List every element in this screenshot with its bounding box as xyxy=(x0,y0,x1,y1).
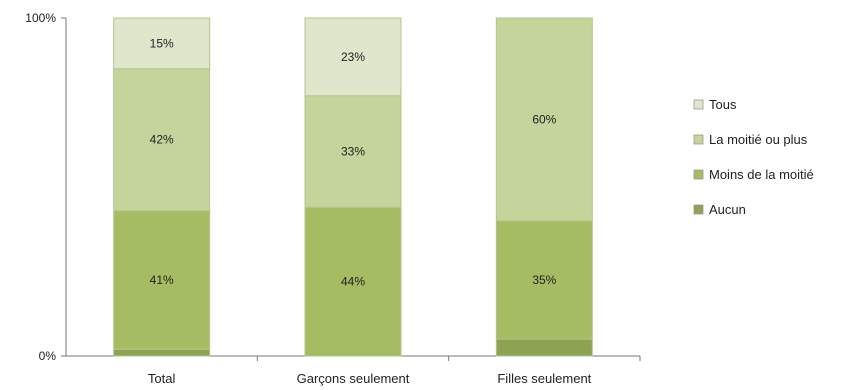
data-label: 60% xyxy=(532,112,556,126)
legend-label: La moitié ou plus xyxy=(709,132,808,147)
y-tick-label: 0% xyxy=(39,349,57,363)
legend-label: Aucun xyxy=(709,202,746,217)
bar-segment xyxy=(495,17,593,222)
legend-label: Tous xyxy=(709,97,737,112)
legend-swatch xyxy=(693,204,704,215)
data-labels: 41% 42% 15% 44% 33% 23% 35% 60% xyxy=(150,36,557,288)
bar-segment xyxy=(304,17,402,97)
legend-swatch xyxy=(693,169,704,180)
data-label: 33% xyxy=(341,145,365,159)
bar-segment xyxy=(495,220,593,340)
legend: Tous La moitié ou plus Moins de la moitié A… xyxy=(693,97,814,217)
bar-segment xyxy=(113,17,211,70)
data-label: 41% xyxy=(150,273,174,287)
legend-swatch xyxy=(693,134,704,145)
bar-segment xyxy=(113,348,211,357)
bar-segment xyxy=(113,68,211,212)
category-label: Total xyxy=(148,371,176,386)
category-label: Filles seulement xyxy=(497,371,591,386)
legend-swatch xyxy=(693,99,704,110)
bar-segment xyxy=(113,210,211,350)
data-label: 44% xyxy=(341,275,365,289)
legend-label: Moins de la moitié xyxy=(709,167,814,182)
data-label: 15% xyxy=(150,36,174,50)
bar-segment xyxy=(304,206,402,357)
data-label: 42% xyxy=(150,133,174,147)
data-label: 35% xyxy=(532,273,556,287)
data-label: 23% xyxy=(341,50,365,64)
bar-segment xyxy=(495,338,593,357)
category-label: Garçons seulement xyxy=(297,371,410,386)
bars xyxy=(113,17,593,357)
y-tick-label: 100% xyxy=(25,11,56,25)
